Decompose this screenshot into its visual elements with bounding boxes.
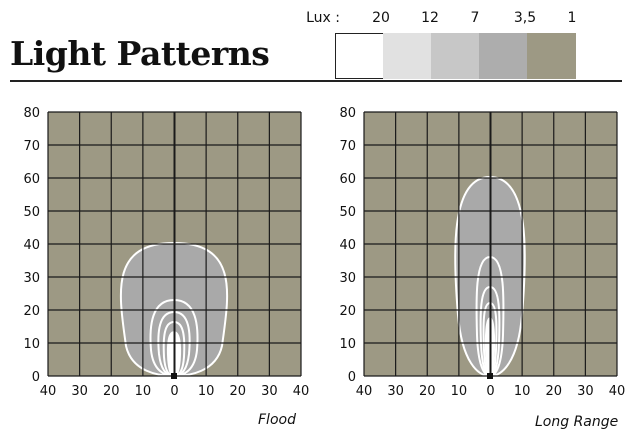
- x-tick: 0: [170, 384, 178, 399]
- x-tick: 10: [514, 384, 531, 399]
- x-tick: 30: [387, 384, 404, 399]
- y-tick: 80: [23, 106, 40, 121]
- y-tick: 0: [348, 370, 356, 385]
- y-tick: 20: [339, 304, 356, 319]
- lux-swatch-7: [431, 33, 479, 79]
- lux-swatch-20: [335, 33, 383, 79]
- y-tick: 50: [339, 205, 356, 220]
- x-tick: 20: [419, 384, 436, 399]
- lux-swatch-3-5: [479, 33, 527, 79]
- x-axis-ticks: 40 30 20 10 0 10 20 30 40: [356, 384, 626, 399]
- title-rule: [10, 80, 622, 82]
- y-tick: 10: [339, 337, 356, 352]
- y-tick: 50: [23, 205, 40, 220]
- x-tick: 30: [577, 384, 594, 399]
- x-axis-ticks: 40 30 20 10 0 10 20 30 40: [40, 384, 310, 399]
- x-tick: 40: [356, 384, 373, 399]
- y-tick: 40: [23, 238, 40, 253]
- x-tick: 40: [40, 384, 57, 399]
- y-tick: 10: [23, 337, 40, 352]
- y-tick: 60: [23, 172, 40, 187]
- lux-swatch-1: [527, 33, 576, 79]
- y-tick: 40: [339, 238, 356, 253]
- y-tick: 70: [23, 139, 40, 154]
- flood-pattern-chart: 80 70 60 50 40 30 20 10 0 40 30 20 10 0 …: [23, 106, 310, 399]
- x-tick: 30: [71, 384, 88, 399]
- lux-value-3-5: 3,5: [513, 10, 537, 26]
- lux-swatch-12: [383, 33, 431, 79]
- x-tick: 20: [229, 384, 246, 399]
- grid-lines: [363, 111, 618, 377]
- grid-lines: [47, 111, 302, 377]
- long-range-pattern-chart: 80 70 60 50 40 30 20 10 0 40 30 20 10 0 …: [339, 106, 626, 399]
- lux-label: Lux :: [306, 10, 340, 26]
- x-tick: 40: [609, 384, 626, 399]
- lux-value-7: 7: [470, 10, 480, 26]
- y-tick: 30: [339, 271, 356, 286]
- long-range-pattern-panel: 80 70 60 50 40 30 20 10 0 40 30 20 10 0 …: [330, 100, 626, 400]
- y-axis-ticks: 80 70 60 50 40 30 20 10 0: [23, 106, 40, 385]
- x-tick: 10: [198, 384, 215, 399]
- y-tick: 80: [339, 106, 356, 121]
- y-tick: 20: [23, 304, 40, 319]
- lux-value-1: 1: [567, 10, 577, 26]
- lamp-origin-marker: [171, 373, 177, 379]
- lux-value-20: 20: [372, 10, 390, 26]
- x-tick: 20: [103, 384, 120, 399]
- long-range-caption: Long Range: [535, 414, 619, 430]
- x-tick: 10: [135, 384, 152, 399]
- x-tick: 40: [293, 384, 310, 399]
- x-tick: 20: [545, 384, 562, 399]
- x-tick: 10: [451, 384, 468, 399]
- y-axis-ticks: 80 70 60 50 40 30 20 10 0: [339, 106, 356, 385]
- flood-caption: Flood: [258, 412, 296, 428]
- lamp-origin-marker: [487, 373, 493, 379]
- page-title: Light Patterns: [10, 34, 270, 73]
- x-tick: 0: [486, 384, 494, 399]
- y-tick: 60: [339, 172, 356, 187]
- flood-pattern-panel: 80 70 60 50 40 30 20 10 0 40 30 20 10 0 …: [14, 100, 310, 400]
- y-tick: 70: [339, 139, 356, 154]
- x-tick: 30: [261, 384, 278, 399]
- y-tick: 30: [23, 271, 40, 286]
- lux-value-12: 12: [421, 10, 439, 26]
- y-tick: 0: [32, 370, 40, 385]
